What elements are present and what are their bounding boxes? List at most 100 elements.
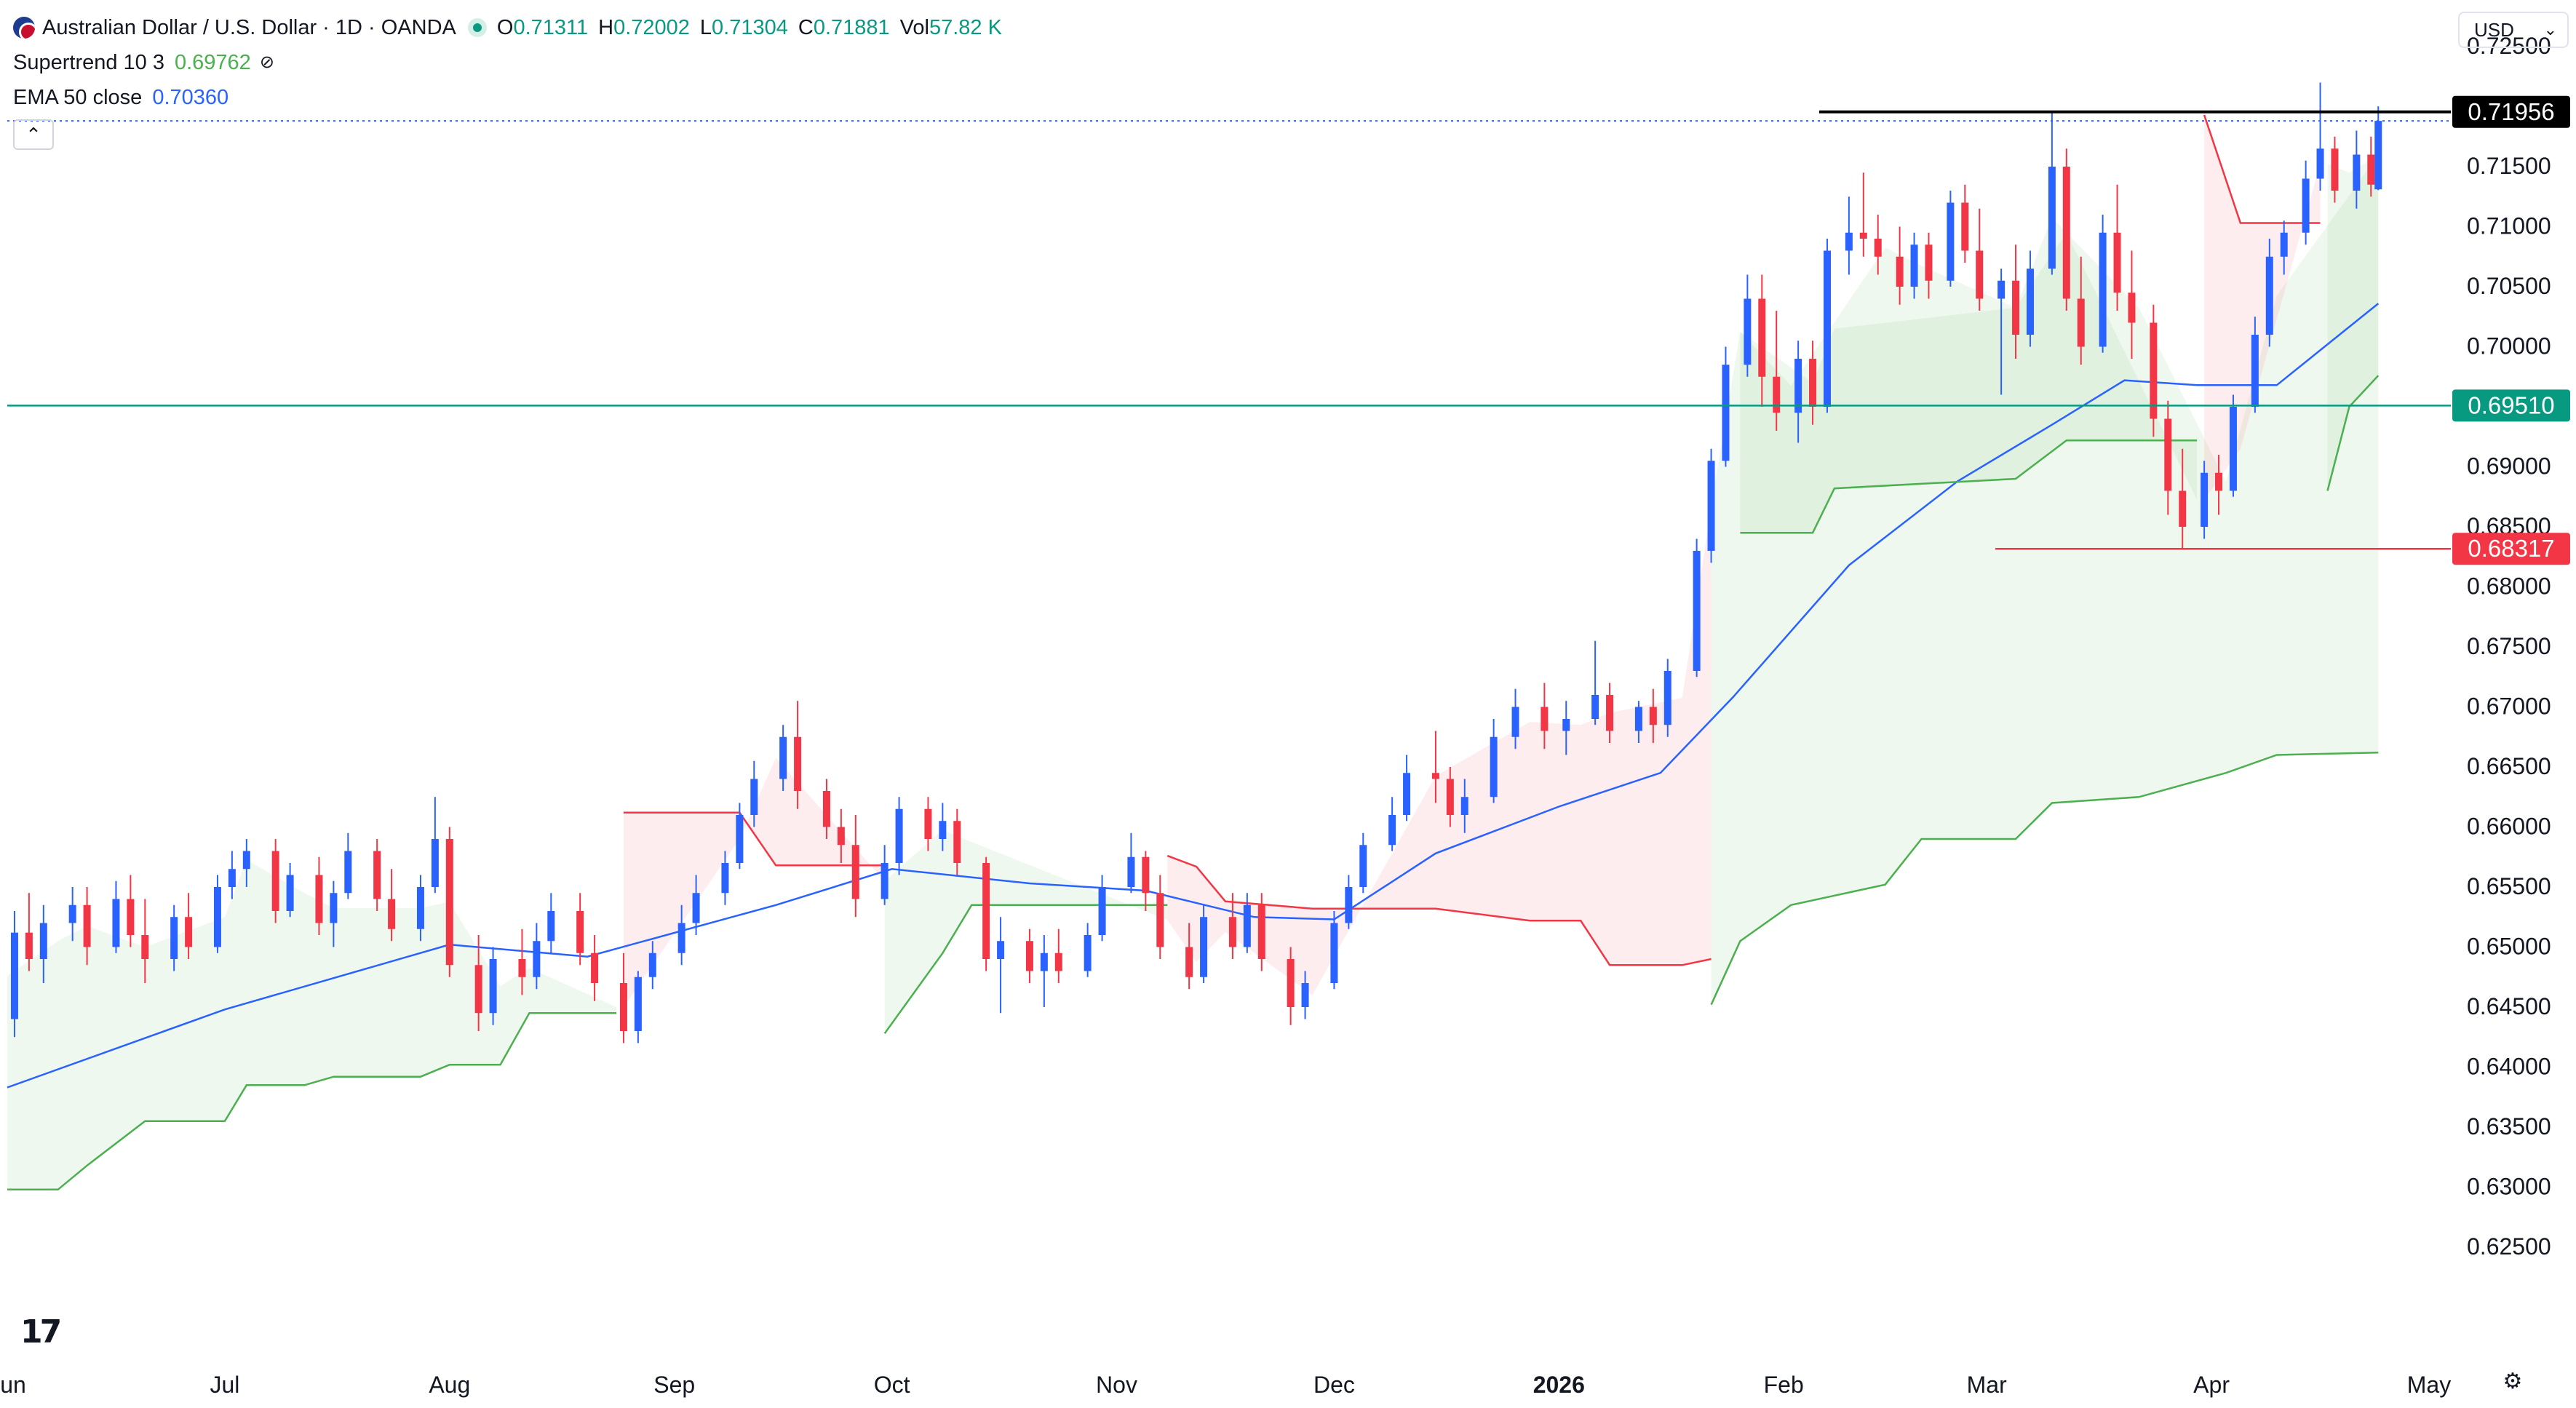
collapse-legend-button[interactable]: ⌃: [13, 119, 54, 150]
candle-body: [2331, 148, 2339, 191]
candle-body: [2251, 335, 2259, 407]
candle-body: [518, 959, 526, 977]
x-axis-tick-label: Oct: [874, 1372, 910, 1398]
candle-body: [1490, 736, 1498, 798]
candle-body: [895, 808, 903, 863]
candle-body: [2215, 472, 2223, 491]
candle-body: [1910, 244, 1918, 287]
resistance-price-tag[interactable]: [2452, 95, 2570, 128]
x-axis-tick-label: Mar: [1967, 1372, 2007, 1398]
candle-body: [1976, 250, 1984, 299]
y-axis-tick-label: 0.63500: [2467, 1113, 2551, 1139]
candle-body: [750, 779, 758, 815]
candle-body: [1947, 202, 1955, 281]
x-axis-tick-label: Aug: [429, 1372, 470, 1398]
candle-body: [1997, 280, 2005, 299]
symbol-row[interactable]: Australian Dollar / U.S. Dollar · 1D · O…: [13, 10, 1002, 45]
candle-body: [1040, 952, 1048, 971]
symbol-title[interactable]: Australian Dollar / U.S. Dollar · 1D · O…: [42, 16, 456, 39]
recent-low-price-label: 0.68317: [2468, 535, 2554, 562]
candle-body: [39, 923, 47, 959]
y-axis-tick-label: 0.63000: [2467, 1174, 2551, 1200]
supertrend-down-line: [1166, 854, 1712, 966]
supertrend-label[interactable]: Supertrend 10 3: [13, 51, 164, 74]
tradingview-logo: 17: [20, 1313, 62, 1351]
candle-body: [953, 821, 961, 863]
y-axis-tick-label: 0.64000: [2467, 1054, 2551, 1080]
candle-body: [1403, 773, 1411, 815]
ema-label[interactable]: EMA 50 close: [13, 86, 143, 109]
candle-body: [416, 887, 424, 929]
candle-body: [982, 863, 990, 959]
candle-body: [1925, 244, 1933, 281]
candle-body: [576, 911, 584, 953]
support-price-tag[interactable]: [2452, 389, 2570, 422]
candle-body: [1098, 887, 1106, 935]
y-axis-tick-label: 0.71500: [2467, 153, 2551, 179]
ema-value: 0.70360: [152, 86, 229, 109]
candle-body: [1591, 695, 1599, 719]
supertrend-up-line: [883, 904, 1168, 1035]
candle-body: [1823, 250, 1831, 407]
candle-body: [2113, 232, 2121, 293]
candle-body: [1634, 707, 1642, 731]
candle-body: [721, 863, 729, 894]
volume-value: 57.82 K: [929, 16, 1002, 39]
candle-body: [1228, 917, 1236, 947]
candle-body: [1054, 952, 1062, 971]
resistance-price-label: 0.71956: [2468, 98, 2554, 125]
candle-body: [1431, 773, 1439, 779]
candle-body: [2048, 167, 2056, 269]
candle-body: [1707, 461, 1715, 551]
candle-body: [228, 869, 236, 887]
candle-body: [489, 959, 497, 1014]
candle-body: [2265, 256, 2273, 335]
y-axis-tick-label: 0.72500: [2467, 33, 2551, 59]
candle-body: [2099, 232, 2107, 347]
candle-body: [1541, 707, 1549, 731]
candle-body: [2150, 322, 2158, 419]
y-axis-tick-label: 0.71000: [2467, 213, 2551, 239]
supertrend-fill: [884, 830, 1168, 1034]
candle-body: [388, 899, 396, 929]
candle-body: [213, 887, 221, 947]
candle-body: [1794, 359, 1802, 413]
candle-body: [2316, 148, 2324, 179]
candle-body: [2353, 154, 2361, 191]
candle-body: [1185, 947, 1193, 977]
ohlc-open-value: 0.71311: [513, 16, 589, 39]
x-axis-tick-label: 2026: [1533, 1372, 1585, 1398]
candle-body: [25, 932, 33, 959]
ema-legend-row[interactable]: EMA 50 close 0.70360: [13, 80, 1002, 115]
supertrend-legend-row[interactable]: Supertrend 10 3 0.69762 ⊘: [13, 45, 1002, 80]
candle-body: [1859, 232, 1867, 239]
candle-body: [10, 932, 18, 1019]
candle-body: [692, 893, 700, 923]
supertrend-up-line: [2326, 375, 2380, 491]
candle-body: [851, 845, 859, 899]
x-axis-tick-label: Apr: [2193, 1372, 2230, 1398]
y-axis-tick-label: 0.64500: [2467, 993, 2551, 1019]
candle-body: [533, 941, 541, 977]
support-price-label: 0.69510: [2468, 391, 2554, 418]
candle-body: [634, 977, 642, 1031]
eye-off-icon[interactable]: ⊘: [259, 52, 274, 72]
candle-body: [2062, 167, 2070, 299]
currency-select[interactable]: USD ⌄: [2458, 12, 2569, 48]
market-open-icon: [467, 18, 487, 37]
candle-body: [2128, 293, 2136, 323]
candle-body: [271, 851, 279, 911]
candle-body: [736, 815, 744, 863]
x-axis-tick-label: May: [2407, 1372, 2451, 1398]
supertrend-down-line: [2203, 114, 2321, 224]
recent-low-price-tag[interactable]: [2452, 533, 2570, 565]
candle-body: [822, 791, 830, 827]
candle-body: [1961, 202, 1969, 251]
y-axis-tick-label: 0.65000: [2467, 934, 2551, 960]
candle-body: [1693, 551, 1701, 671]
chart-legend: Australian Dollar / U.S. Dollar · 1D · O…: [13, 10, 1002, 150]
settings-gear-icon[interactable]: ⚙: [2503, 1369, 2523, 1393]
ohlc-close-key: C: [798, 16, 814, 39]
candle-body: [1200, 917, 1208, 977]
